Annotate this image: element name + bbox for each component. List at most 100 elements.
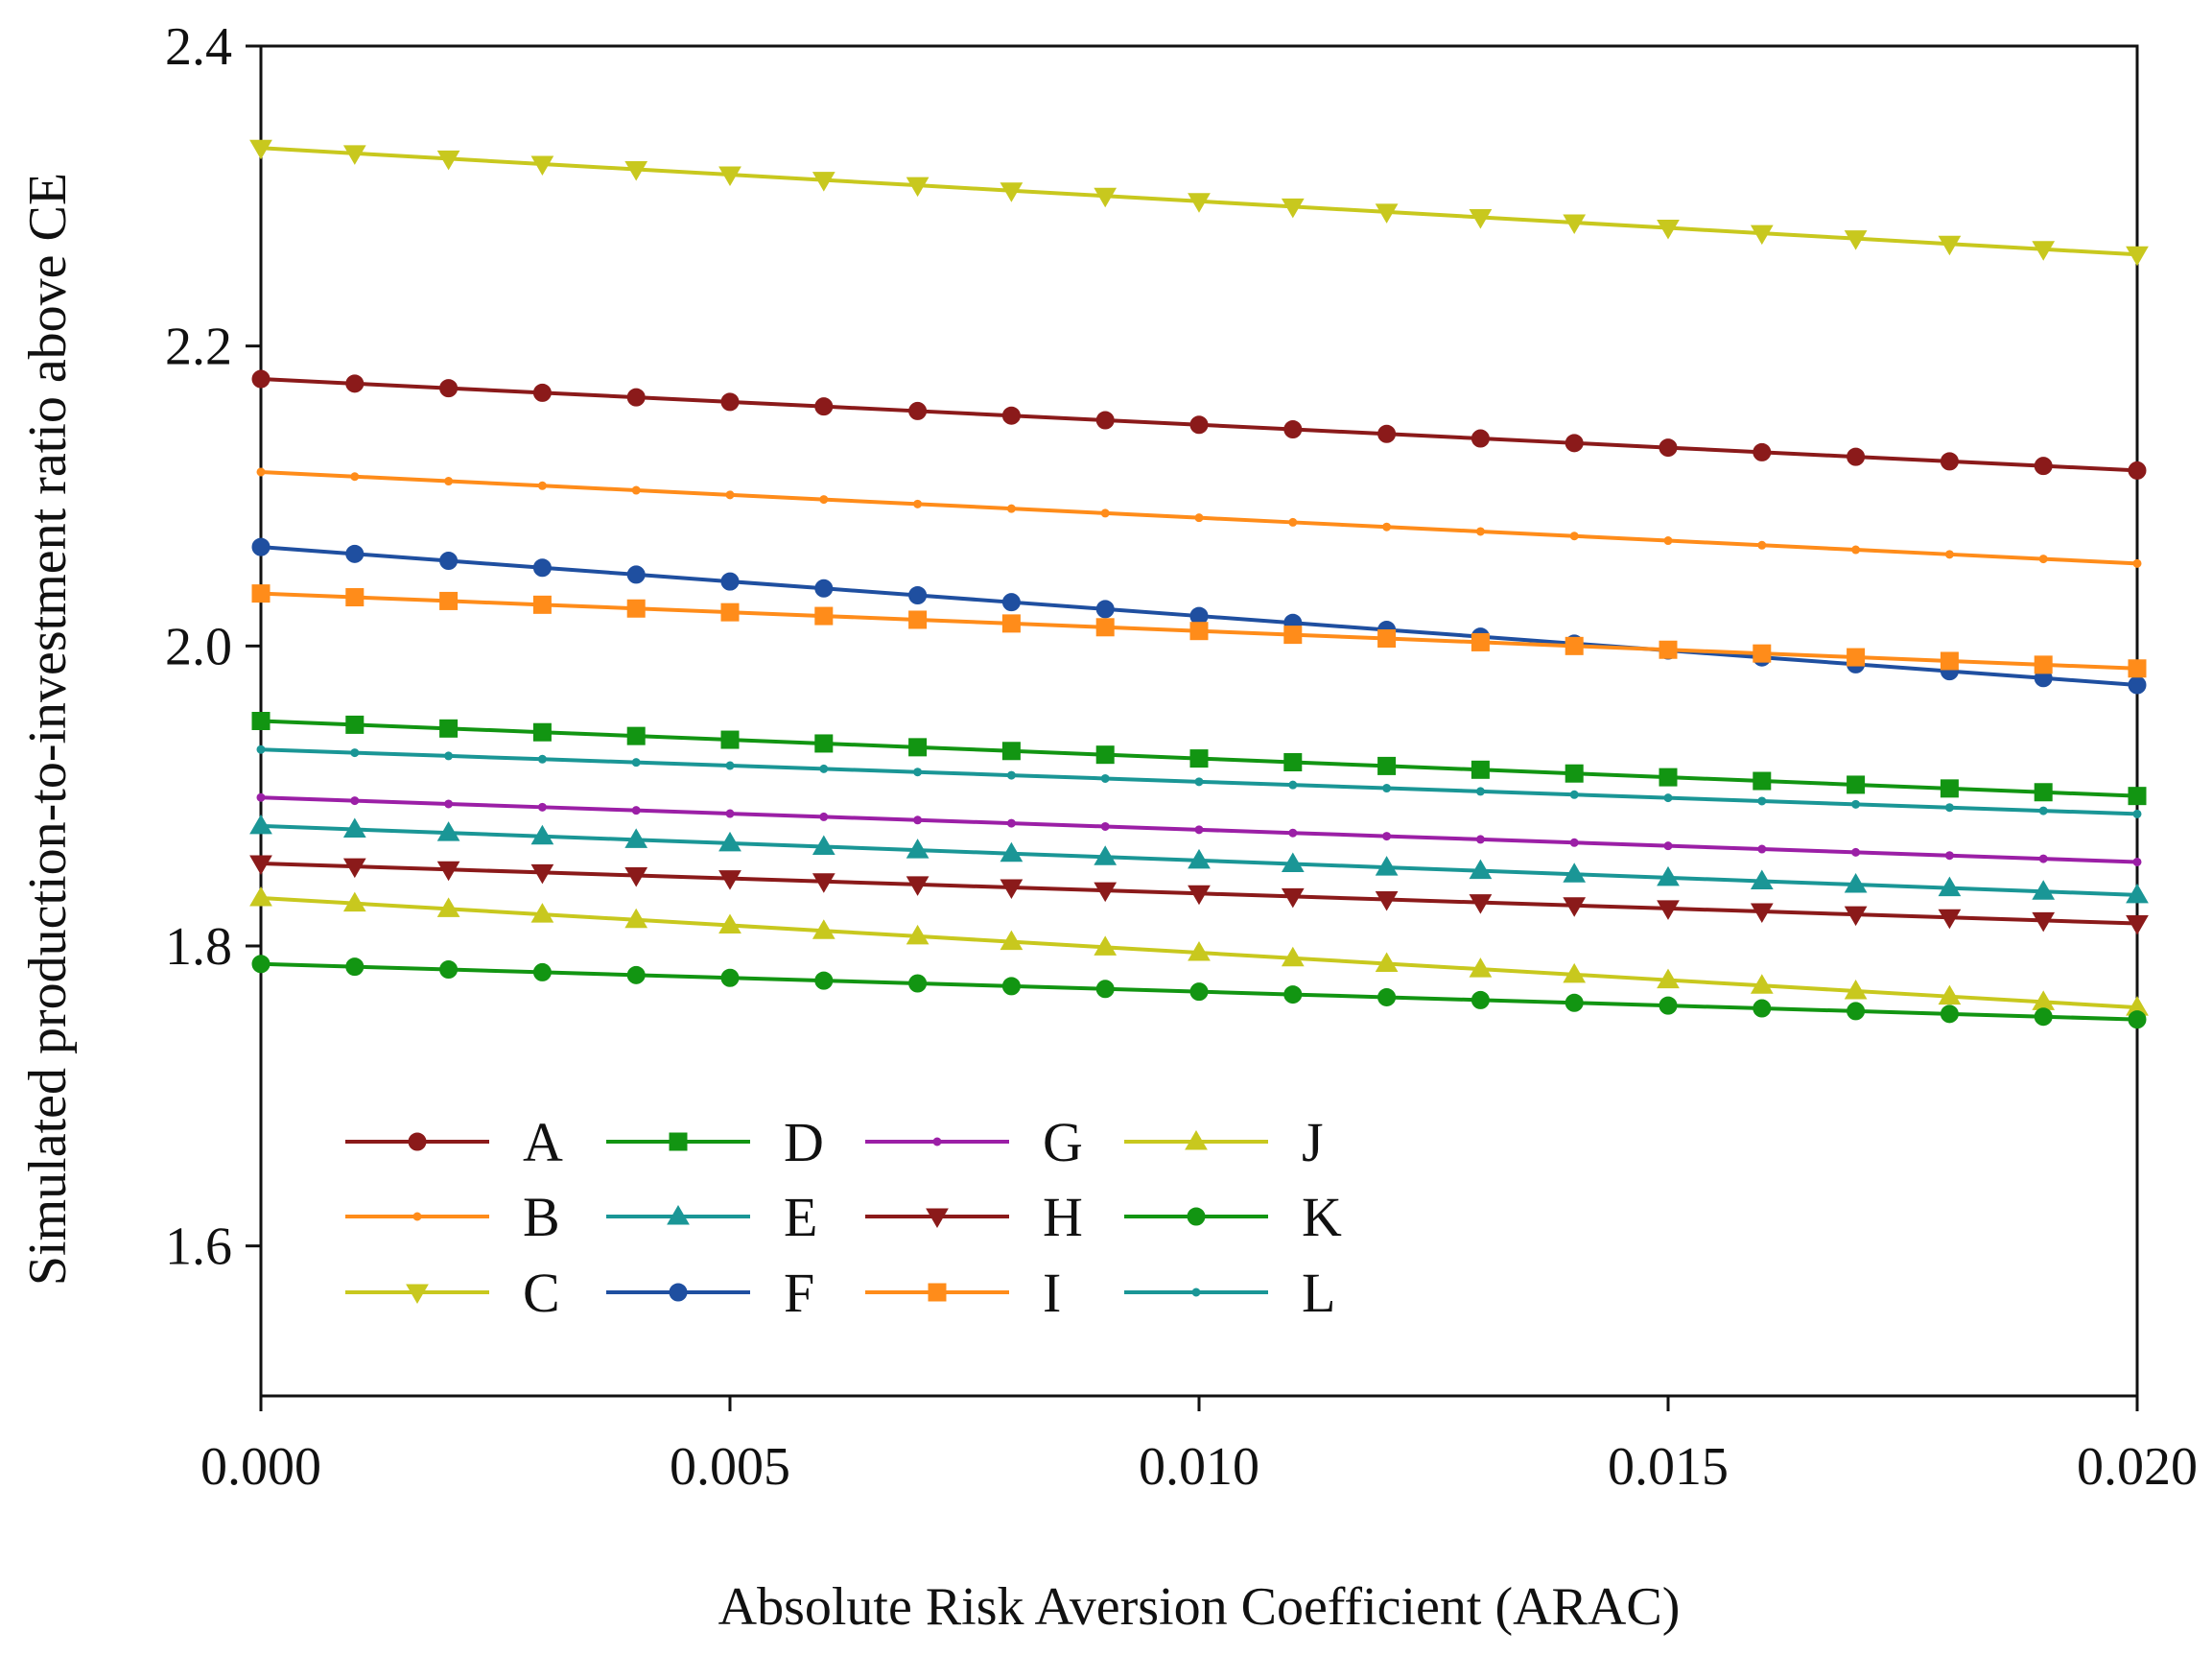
data-point [1095, 980, 1115, 999]
data-point [1940, 651, 1959, 671]
data-point [720, 603, 740, 622]
data-point [913, 815, 923, 825]
data-point [1288, 828, 1298, 838]
data-point [1663, 536, 1673, 546]
data-point [1659, 640, 1678, 659]
data-point [718, 870, 741, 890]
legend-label: I [1043, 1262, 1061, 1324]
data-point [342, 817, 366, 839]
data-point [1663, 793, 1673, 803]
data-point [2132, 857, 2142, 866]
data-point [1569, 532, 1579, 541]
data-point [436, 150, 460, 171]
data-point [1563, 862, 1587, 883]
y-axis: 1.6 1.8 2.0 2.2 2.4 [165, 17, 261, 1277]
data-point [1753, 999, 1772, 1018]
data-point [1377, 629, 1397, 649]
series-layer [249, 139, 2149, 1029]
data-point [913, 499, 923, 508]
data-point [251, 955, 271, 974]
y-tick-label: 2.0 [165, 617, 232, 676]
legend-label: D [784, 1111, 824, 1173]
data-point [256, 467, 266, 477]
data-point [1851, 545, 1861, 555]
data-point [249, 886, 272, 907]
data-point [1851, 799, 1861, 809]
legend-item-i: I [865, 1262, 1061, 1324]
data-point [814, 579, 834, 598]
data-point [1475, 835, 1485, 844]
x-tick-label: 0.020 [2077, 1437, 2198, 1497]
series-l [256, 744, 2142, 818]
data-point [626, 965, 646, 984]
data-point [812, 873, 835, 893]
data-point [342, 145, 366, 165]
data-point [2128, 675, 2147, 695]
data-point [2128, 1010, 2147, 1029]
legend-item-e: E [606, 1186, 817, 1248]
data-point [718, 831, 741, 852]
legend-item-d: D [606, 1111, 824, 1173]
data-point [1563, 962, 1587, 983]
data-point [249, 855, 272, 876]
data-point [1382, 784, 1392, 793]
legend-item-a: A [345, 1111, 563, 1173]
data-point [908, 974, 928, 993]
data-point [720, 572, 740, 591]
data-point [814, 606, 834, 626]
data-point [1095, 618, 1115, 637]
data-point [1001, 406, 1021, 425]
data-point [1377, 424, 1397, 443]
data-point [2126, 915, 2149, 935]
legend-label: F [784, 1262, 814, 1324]
legend-label: A [523, 1111, 563, 1173]
data-point [532, 383, 552, 402]
data-point [1471, 632, 1490, 651]
data-point [342, 891, 366, 912]
x-axis: 0.000 0.005 0.010 0.015 0.020 [200, 1396, 2198, 1497]
data-point [906, 876, 930, 896]
data-point [439, 719, 459, 738]
data-point [1377, 756, 1397, 775]
data-point [1189, 622, 1209, 641]
data-point [345, 588, 365, 607]
data-point [350, 472, 360, 482]
legend-label: H [1043, 1186, 1083, 1248]
data-point [436, 861, 460, 882]
data-point [1281, 946, 1305, 967]
x-tick-label: 0.005 [670, 1437, 790, 1497]
data-point [1475, 787, 1485, 796]
data-point [814, 971, 834, 990]
data-point [439, 552, 459, 571]
data-point [1188, 848, 1211, 869]
data-point [1569, 838, 1579, 847]
data-point [249, 139, 272, 160]
data-point [1194, 777, 1204, 787]
data-point [1757, 796, 1767, 806]
legend-marker [408, 1132, 427, 1151]
data-point [1469, 894, 1493, 914]
data-point [1375, 952, 1399, 972]
data-point [1659, 438, 1678, 458]
data-point [532, 722, 552, 742]
data-point [1938, 876, 1962, 897]
data-point [1288, 517, 1298, 527]
data-point [1283, 420, 1303, 439]
data-point [1847, 1002, 1866, 1021]
data-point [1659, 768, 1678, 787]
data-point [1750, 869, 1774, 889]
data-point [256, 792, 266, 802]
legend-marker [669, 1132, 688, 1151]
data-point [1563, 897, 1587, 917]
data-point [624, 908, 648, 929]
data-point [814, 734, 834, 753]
data-point [1940, 452, 1959, 471]
data-point [1657, 220, 1680, 240]
data-point [1382, 522, 1392, 532]
legend: ABC DEF GHI JKL [345, 1111, 1342, 1324]
data-point [1094, 882, 1118, 903]
y-tick-label: 2.2 [165, 318, 232, 377]
legend-marker [926, 1208, 949, 1228]
data-point [532, 962, 552, 981]
